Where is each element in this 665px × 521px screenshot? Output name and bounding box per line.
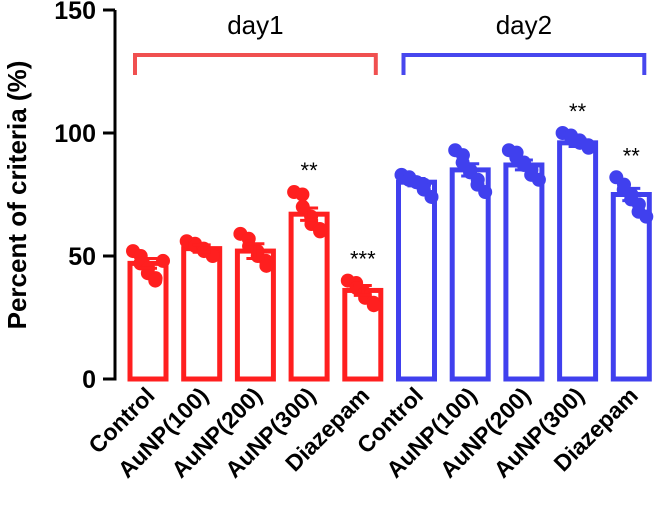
bars xyxy=(127,140,652,382)
bar-9 xyxy=(610,192,652,382)
significance-labels: ********* xyxy=(301,99,641,272)
group-title-0: day1 xyxy=(227,10,283,40)
data-point-5-7 xyxy=(424,189,439,204)
data-point-0-6 xyxy=(148,273,163,288)
data-point-8-6 xyxy=(581,140,596,155)
bar-1 xyxy=(181,246,223,382)
y-tick-label-1: 50 xyxy=(68,243,96,271)
data-point-9-7 xyxy=(639,209,654,224)
significance-label-3: ** xyxy=(301,158,319,183)
significance-label-8: ** xyxy=(569,99,587,124)
data-point-0-7 xyxy=(156,253,170,268)
y-tick-label-2: 100 xyxy=(54,120,96,148)
data-point-6-7 xyxy=(478,185,493,200)
y-tick-label-0: 0 xyxy=(82,366,96,394)
group-title-1: day2 xyxy=(496,10,552,40)
y-axis: 0 50 100 150 xyxy=(54,0,117,394)
data-point-3-1 xyxy=(295,187,310,202)
group-bracket-0 xyxy=(133,53,378,75)
data-point-2-6 xyxy=(259,258,274,273)
error-bars xyxy=(139,137,641,297)
bar-6 xyxy=(449,167,491,382)
bar-7 xyxy=(503,162,545,382)
data-point-7-7 xyxy=(531,172,546,187)
bar-8 xyxy=(557,140,599,382)
y-tick-label-3: 150 xyxy=(54,0,96,25)
group-brackets: day1 day2 xyxy=(133,10,647,75)
data-point-3-6 xyxy=(313,224,328,239)
x-axis-labels: ControlAuNP(100)AuNP(200)AuNP(300)Diazep… xyxy=(83,382,643,483)
significance-label-9: ** xyxy=(623,143,641,168)
bar-3 xyxy=(288,211,330,382)
data-point-4-6 xyxy=(366,298,381,313)
group-bracket-1 xyxy=(401,53,647,75)
bar-5 xyxy=(396,179,437,382)
significance-label-4: *** xyxy=(350,247,376,272)
y-axis-label: Percent of criteria (%) xyxy=(2,61,32,330)
